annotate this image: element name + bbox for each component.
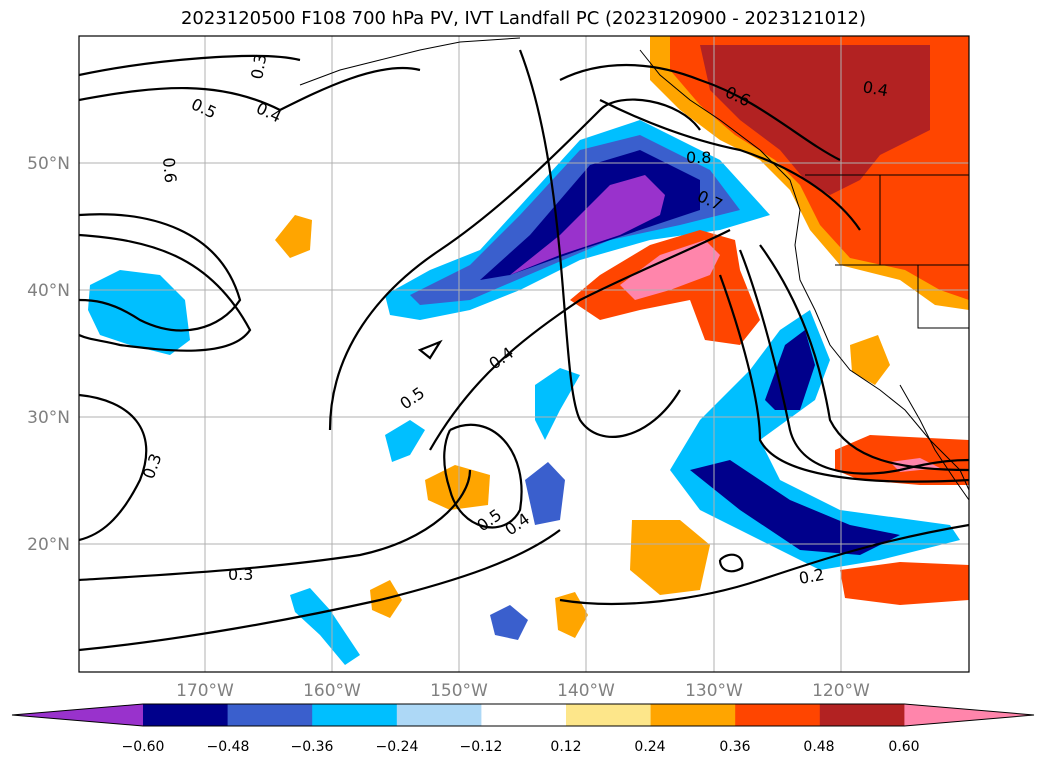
colorbar-ticks: −0.60 −0.48 −0.36 −0.24 −0.12 0.12 0.24 … bbox=[122, 739, 920, 755]
negative-anomaly-coast bbox=[765, 330, 815, 410]
lat-label-20: 20°N bbox=[27, 535, 70, 555]
coastlines bbox=[299, 37, 969, 501]
colorbar-bin bbox=[566, 704, 652, 726]
lat-label-40: 40°N bbox=[27, 281, 70, 301]
positive-patch-6 bbox=[850, 335, 890, 385]
contour-label-5: 0.8 bbox=[686, 148, 711, 167]
negative-patch-4 bbox=[385, 420, 425, 462]
colorbar-tick-1: −0.60 bbox=[122, 739, 165, 755]
contour-label-2: 0.5 bbox=[188, 94, 219, 122]
lat-label-30: 30°N bbox=[27, 408, 70, 428]
positive-anomaly-ne-max bbox=[700, 45, 930, 195]
positive-patch-2 bbox=[425, 465, 490, 510]
lon-label-150w: 150°W bbox=[430, 681, 488, 701]
colorbar-extend-low bbox=[12, 704, 143, 726]
contour-label-12: 0.4 bbox=[501, 509, 533, 539]
positive-patch-1 bbox=[275, 215, 312, 258]
lon-label-170w: 170°W bbox=[176, 681, 234, 701]
positive-anomaly-baja bbox=[835, 435, 969, 485]
contour-label-1: 0.3 bbox=[247, 52, 270, 80]
gridlines bbox=[79, 36, 969, 672]
lon-label-130w: 130°W bbox=[685, 681, 743, 701]
negative-patch-2 bbox=[490, 605, 528, 640]
colorbar-bin bbox=[650, 704, 736, 726]
colorbar-tick-10: 0.60 bbox=[888, 739, 919, 755]
contour-label-8: 0.4 bbox=[861, 77, 889, 100]
colorbar-bin bbox=[396, 704, 482, 726]
colorbar-tick-7: 0.24 bbox=[634, 739, 665, 755]
lon-label-120w: 120°W bbox=[812, 681, 870, 701]
contour-label-9: 0.4 bbox=[485, 343, 517, 373]
negative-patch-1 bbox=[525, 462, 565, 525]
colorbar-bin bbox=[143, 704, 229, 726]
lon-label-140w: 140°W bbox=[557, 681, 615, 701]
colorbar-outline bbox=[11, 703, 1035, 727]
map-frame bbox=[78, 35, 970, 673]
contour-label-13: 0.3 bbox=[139, 451, 166, 481]
contour-lines bbox=[79, 49, 969, 652]
colorbar-bin bbox=[481, 704, 567, 726]
lon-label-160w: 160°W bbox=[303, 681, 361, 701]
colorbar-tick-4: −0.24 bbox=[376, 739, 419, 755]
figure-title: 2023120500 F108 700 hPa PV, IVT Landfall… bbox=[180, 8, 867, 29]
colorbar-tick-6: 0.12 bbox=[550, 739, 581, 755]
negative-anomaly-tongue-max bbox=[510, 175, 665, 275]
shaded-field bbox=[88, 36, 969, 665]
positive-anomaly-se bbox=[840, 562, 969, 605]
colorbar-tick-3: −0.36 bbox=[291, 739, 334, 755]
colorbar-bin bbox=[735, 704, 821, 726]
colorbar-tick-2: −0.48 bbox=[207, 739, 250, 755]
colorbar-bin bbox=[227, 704, 313, 726]
latitude-labels: 50°N 40°N 30°N 20°N bbox=[27, 154, 70, 555]
contour-label-14: 0.3 bbox=[228, 565, 253, 584]
negative-anomaly-south-core bbox=[690, 460, 900, 555]
colorbar-extend-high bbox=[904, 704, 1034, 726]
lat-label-50: 50°N bbox=[27, 154, 70, 174]
contour-label-10: 0.5 bbox=[396, 383, 428, 413]
colorbar-tick-9: 0.48 bbox=[803, 739, 834, 755]
contour-label-3: 0.4 bbox=[253, 98, 284, 126]
contour-label-4: 0.6 bbox=[159, 157, 180, 184]
positive-anomaly-central-max bbox=[620, 240, 720, 300]
colorbar bbox=[11, 703, 1035, 727]
contour-label-11: 0.5 bbox=[473, 505, 505, 535]
positive-patch-5 bbox=[555, 592, 588, 638]
colorbar-bin bbox=[819, 704, 905, 726]
contour-label-15: 0.2 bbox=[797, 565, 825, 588]
longitude-labels: 170°W 160°W 150°W 140°W 130°W 120°W bbox=[176, 681, 870, 701]
negative-anomaly-west bbox=[88, 270, 190, 355]
positive-patch-3 bbox=[630, 520, 710, 595]
colorbar-tick-5: −0.12 bbox=[460, 739, 503, 755]
negative-patch-3 bbox=[290, 588, 360, 665]
negative-patch-5 bbox=[535, 368, 580, 440]
colorbar-bin bbox=[312, 704, 398, 726]
colorbar-tick-8: 0.36 bbox=[719, 739, 750, 755]
